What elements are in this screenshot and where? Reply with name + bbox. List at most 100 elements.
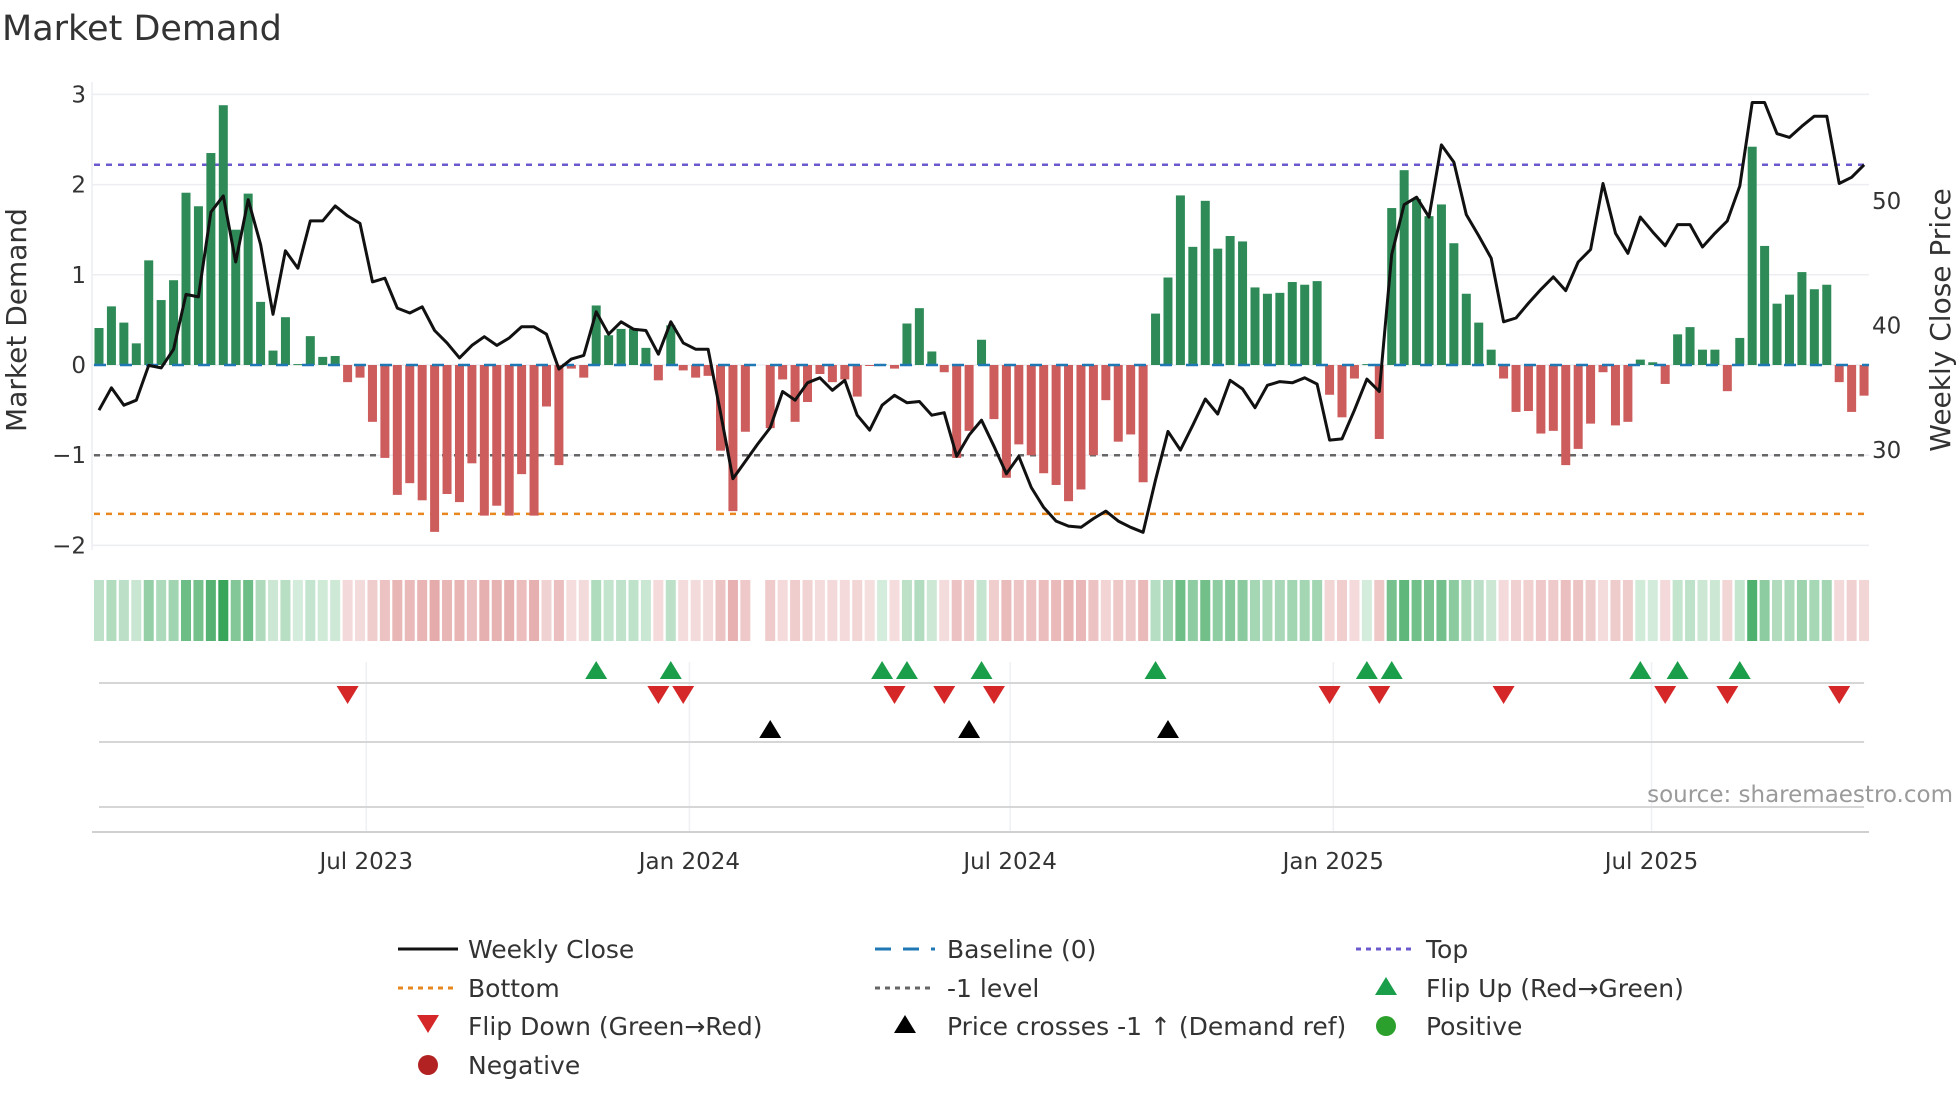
negative-demand-bar: [417, 365, 427, 501]
positive-demand-bar: [1275, 292, 1285, 365]
heat-cell: [466, 580, 477, 641]
demand-heat-strip: [94, 580, 1870, 641]
negative-demand-bar: [691, 365, 701, 378]
negative-demand-bar: [1051, 365, 1061, 485]
heat-cell: [889, 580, 900, 641]
x-tick-label: Jul 2023: [317, 849, 413, 875]
y-tick-label: 1: [71, 263, 86, 289]
heat-cell: [566, 580, 577, 641]
positive-demand-bar: [1635, 359, 1645, 365]
flip-up-marker: [1355, 661, 1378, 679]
flip-down-marker: [336, 686, 359, 704]
legend-label: Flip Down (Green→Red): [468, 1012, 763, 1041]
heat-cell: [802, 580, 813, 641]
gridlines: [91, 82, 1869, 550]
heat-cell: [417, 580, 428, 641]
y2-tick-label: 30: [1872, 438, 1901, 464]
heat-cell: [1697, 580, 1708, 641]
heat-cell: [218, 580, 229, 641]
heat-cell: [1063, 580, 1074, 641]
heat-cell: [1461, 580, 1472, 641]
heat-cell: [1448, 580, 1459, 641]
positive-demand-bar: [1312, 281, 1322, 365]
negative-demand-bar: [790, 365, 800, 422]
heat-cell: [1026, 580, 1037, 641]
negative-demand-bar: [1101, 365, 1111, 401]
negative-demand-bar: [865, 365, 875, 366]
negative-demand-bar: [405, 365, 415, 484]
heat-cell: [1225, 580, 1236, 641]
heat-cell: [951, 580, 962, 641]
legend-item: Negative: [418, 1051, 580, 1080]
flip-up-marker: [1666, 661, 1689, 679]
heat-cell: [392, 580, 403, 641]
negative-demand-bar: [492, 365, 502, 506]
legend-item: Flip Down (Green→Red): [417, 1012, 763, 1041]
negative-demand-bar: [778, 365, 788, 380]
heat-cell: [94, 580, 104, 641]
negative-demand-bar: [554, 365, 564, 466]
positive-demand-bar: [1213, 248, 1223, 365]
negative-demand-bar: [380, 365, 390, 458]
heat-cell: [1312, 580, 1323, 641]
legend-label: Bottom: [468, 974, 560, 1003]
negative-demand-bar: [653, 365, 663, 381]
legend-label: -1 level: [947, 974, 1039, 1003]
negative-demand-bar: [1337, 365, 1347, 418]
y2-tick-label: 50: [1872, 189, 1901, 215]
negative-demand-bar: [1548, 365, 1558, 431]
heat-cell: [1175, 580, 1186, 641]
legend-item: Positive: [1376, 1012, 1522, 1041]
source-credit: source: sharemaestro.com: [1647, 782, 1953, 808]
positive-demand-bar: [181, 192, 191, 365]
negative-demand-bar: [467, 365, 477, 464]
legend-swatch-triangle: [417, 1015, 439, 1033]
heat-cell: [1486, 580, 1497, 641]
heat-cell: [541, 580, 552, 641]
positive-demand-bar: [206, 153, 216, 365]
negative-demand-bar: [1859, 365, 1869, 396]
positive-demand-bar: [1188, 246, 1198, 365]
heat-cell: [1125, 580, 1136, 641]
heat-cell: [1473, 580, 1484, 641]
positive-demand-bar: [1151, 313, 1161, 365]
positive-demand-bar: [256, 301, 266, 365]
heat-cell: [292, 580, 303, 641]
event-markers: [92, 661, 1869, 833]
heat-cell: [1150, 580, 1161, 641]
heat-cell: [1772, 580, 1783, 641]
negative-demand-bar: [1586, 365, 1596, 424]
negative-demand-bar: [952, 365, 962, 458]
y-tick-label: 0: [71, 353, 86, 379]
heat-cell: [1436, 580, 1447, 641]
negative-demand-bar: [1660, 365, 1670, 384]
flip-down-marker: [1654, 686, 1677, 704]
reference-lines: [94, 163, 1870, 516]
positive-demand-bar: [628, 328, 638, 365]
heat-cell: [268, 580, 279, 641]
heat-cell: [1734, 580, 1745, 641]
negative-demand-bar: [1138, 365, 1148, 483]
positive-demand-bar: [1399, 170, 1409, 365]
negative-demand-bar: [517, 365, 527, 475]
positive-demand-bar: [641, 347, 651, 365]
negative-demand-bar: [1499, 365, 1509, 379]
legend-label: Weekly Close: [468, 935, 634, 964]
x-tick-label: Jan 2024: [637, 849, 740, 875]
heat-cell: [342, 580, 353, 641]
heat-cell: [317, 580, 328, 641]
heat-cell: [193, 580, 204, 641]
negative-demand-bar: [529, 365, 539, 516]
negative-demand-bar: [728, 365, 738, 512]
heat-cell: [1399, 580, 1410, 641]
negative-demand-bar: [355, 365, 365, 378]
heat-cell: [852, 580, 863, 641]
positive-demand-bar: [604, 335, 614, 365]
heat-cell: [1523, 580, 1534, 641]
heat-cell: [205, 580, 216, 641]
positive-demand-bar: [293, 364, 303, 366]
heat-cell: [1001, 580, 1012, 641]
positive-demand-bar: [1760, 245, 1770, 365]
heat-cell: [1324, 580, 1335, 641]
